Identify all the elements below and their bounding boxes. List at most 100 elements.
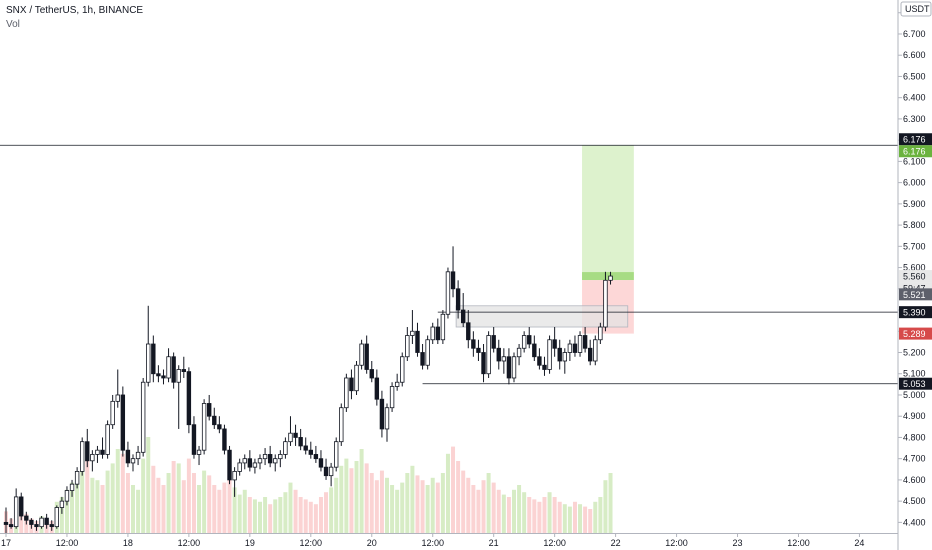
volume-bar: [258, 501, 262, 533]
candles: [3, 246, 613, 533]
volume-bar: [598, 497, 603, 533]
volume-bar: [369, 473, 374, 533]
candle-body: [288, 432, 293, 443]
volume-bar: [552, 497, 557, 533]
time-tick-label: 18: [123, 538, 133, 548]
volume-bar: [578, 504, 583, 533]
candle-body: [74, 471, 80, 485]
candle-body: [267, 454, 273, 464]
candle-body: [80, 441, 85, 472]
candle-body: [308, 449, 313, 455]
volume-bar: [136, 489, 141, 533]
candle-body: [466, 322, 471, 341]
volume-bar: [278, 497, 283, 533]
candle-body: [181, 369, 186, 373]
candle-body: [374, 377, 380, 400]
target-zone: [582, 145, 634, 281]
volume-bar: [359, 449, 364, 533]
volume-bar: [410, 465, 415, 533]
candle-body: [506, 356, 512, 379]
time-tick-label: 24: [854, 538, 864, 548]
candle-body: [29, 519, 34, 525]
volume-bar: [288, 482, 293, 533]
candle-body: [384, 407, 390, 430]
badge-current-bg: [899, 270, 932, 283]
candle-body: [105, 424, 110, 455]
candle-body: [8, 524, 14, 528]
volume-bar: [176, 463, 181, 533]
badge-support-bg: [899, 377, 932, 390]
candle-body: [49, 524, 54, 528]
volume-bar: [379, 470, 384, 533]
badge-target-bg: [899, 145, 932, 158]
volume-bar: [222, 482, 227, 533]
candle-body: [90, 454, 95, 462]
candle-body: [516, 347, 522, 358]
price-tick-label: 6.700: [903, 29, 926, 39]
horizontal-lines[interactable]: [0, 144, 898, 385]
price-tick-label: 6.000: [903, 178, 926, 188]
volume-bar: [85, 461, 90, 533]
currency-label-box: [900, 1, 932, 17]
candle-body: [511, 356, 517, 379]
candle-body: [212, 415, 217, 426]
price-tick-label: 4.600: [903, 475, 926, 485]
candle-body: [176, 369, 181, 383]
candle-body: [339, 407, 344, 443]
candle-body: [501, 356, 507, 362]
volume-bar: [105, 470, 110, 533]
badge-support: 5.053: [903, 379, 926, 389]
candle-body: [562, 352, 567, 362]
price-tick-label: 5.600: [903, 263, 926, 273]
candle-body: [445, 271, 451, 315]
volume-bar: [146, 437, 151, 533]
volume-bar: [59, 497, 64, 533]
candle-body: [476, 347, 481, 353]
volume-bar: [562, 504, 567, 533]
time-tick-label: 12:00: [787, 538, 810, 548]
volume-bar: [181, 480, 186, 533]
time-tick-label: 20: [367, 538, 377, 548]
volume-bar: [435, 482, 440, 533]
volume-bar: [75, 475, 80, 533]
time-tick-label: 12:00: [178, 538, 201, 548]
candle-body: [140, 381, 146, 453]
volume-bar: [354, 461, 359, 533]
candle-body: [440, 313, 446, 341]
volume-bar: [491, 482, 496, 533]
volume-bar: [171, 461, 176, 533]
consolidation-box: [455, 305, 629, 328]
volume-bar: [339, 465, 344, 533]
currency-label: USDT: [905, 4, 930, 14]
volume-bar: [313, 504, 318, 533]
volume-bar: [532, 499, 537, 533]
candle-body: [125, 449, 131, 464]
volume-bar: [197, 485, 202, 533]
candle-body: [593, 339, 598, 362]
candle-body: [206, 403, 212, 417]
candle-body: [303, 445, 308, 451]
candle-body: [171, 356, 176, 383]
candle-body: [146, 343, 151, 383]
volume-bar: [80, 458, 85, 533]
volume-bar: [603, 480, 608, 533]
volume-bar: [385, 477, 389, 533]
volume-bar: [95, 480, 100, 533]
candle-body: [242, 458, 247, 464]
candle-body: [313, 454, 319, 460]
volume-bar: [440, 473, 445, 533]
price-tick-label: 5.700: [903, 241, 926, 251]
candle-body: [318, 458, 324, 468]
candle-body: [262, 454, 268, 460]
price-tick-label: 4.800: [903, 432, 926, 442]
volume-bar: [207, 475, 212, 533]
candle-body: [85, 441, 90, 462]
candle-body: [333, 441, 339, 468]
candle-body: [557, 347, 562, 362]
volume-bar: [517, 485, 522, 533]
candle-body: [151, 343, 156, 375]
candle-body: [186, 371, 192, 426]
time-tick-label: 23: [733, 538, 743, 548]
